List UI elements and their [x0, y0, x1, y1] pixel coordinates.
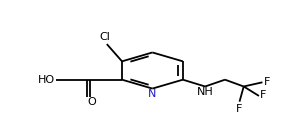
- Text: F: F: [260, 90, 266, 100]
- Text: Cl: Cl: [99, 32, 110, 42]
- Text: N: N: [148, 89, 157, 99]
- Text: F: F: [264, 77, 270, 87]
- Text: NH: NH: [197, 87, 214, 97]
- Text: F: F: [236, 104, 243, 114]
- Text: O: O: [87, 98, 96, 107]
- Text: HO: HO: [38, 75, 55, 85]
